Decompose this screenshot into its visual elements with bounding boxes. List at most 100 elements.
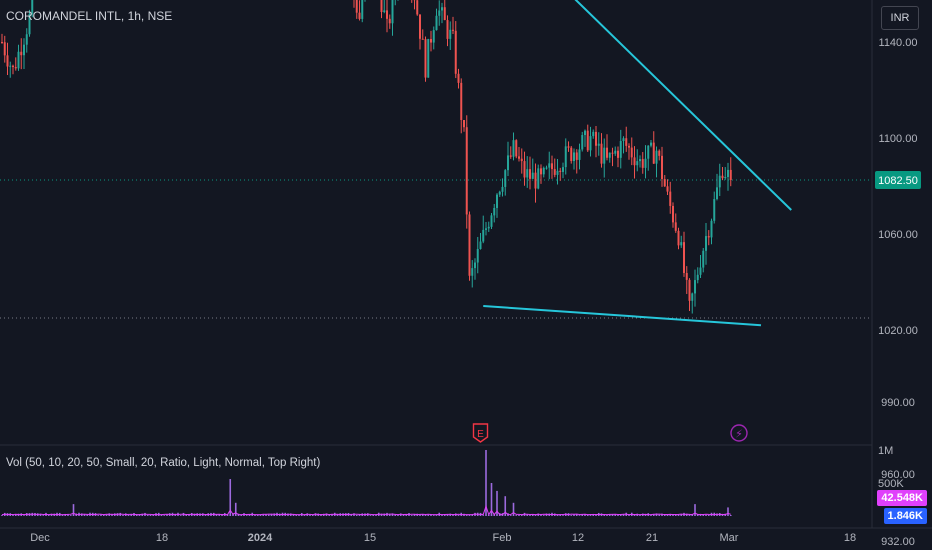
candle-body	[666, 186, 669, 192]
candle-body	[388, 18, 391, 24]
candle-body	[589, 136, 592, 151]
event-markers[interactable]: E ⚡	[472, 423, 748, 443]
dividend-icon[interactable]: ⚡	[730, 424, 748, 442]
lower-trendline[interactable]	[483, 305, 762, 327]
trendlines[interactable]	[299, 0, 792, 327]
candle-body	[487, 226, 490, 229]
candle-body	[471, 268, 474, 276]
candle-body	[424, 39, 427, 78]
candle-body	[592, 131, 595, 137]
candle-body	[581, 135, 584, 150]
upper-trendline[interactable]	[299, 0, 792, 211]
candle-body	[25, 34, 28, 45]
volume-axis: 1M 500K	[878, 445, 904, 490]
volume-average-line	[1, 504, 731, 516]
volume-ratio-badge: 1.846K	[883, 508, 927, 524]
candle-body	[707, 236, 710, 238]
candle-body	[460, 82, 463, 121]
time-tick-label: Feb	[493, 532, 512, 544]
price-tick-label: 960.00	[881, 469, 915, 481]
candle-body	[721, 175, 724, 179]
candle-body	[663, 179, 666, 187]
candle-body	[553, 169, 556, 175]
price-tick-label: 1060.00	[878, 229, 918, 241]
candle-body	[17, 51, 20, 69]
candle-body	[504, 170, 507, 187]
candle-body	[685, 272, 688, 280]
candle-body	[496, 194, 498, 208]
candle-body	[515, 140, 518, 157]
candle-body	[705, 236, 707, 251]
volume-indicator-title[interactable]: Vol (50, 10, 20, 50, Small, 20, Ratio, L…	[6, 457, 321, 469]
price-axis[interactable]: 1320.001280.001230.001180.001140.001100.…	[875, 0, 921, 548]
candle-body	[608, 152, 611, 158]
candle-body	[625, 138, 628, 146]
candle-body	[501, 186, 504, 192]
candle-body	[691, 293, 694, 301]
candle-body	[380, 0, 383, 12]
candle-body	[490, 215, 493, 227]
candle-body	[526, 169, 529, 178]
candle-body	[465, 127, 468, 215]
candle-body	[432, 30, 435, 43]
candle-body	[644, 158, 647, 168]
candle-body	[597, 143, 600, 146]
candle-body	[570, 147, 573, 162]
earnings-icon-label: E	[477, 429, 484, 440]
candle-body	[617, 150, 619, 158]
candle-body	[724, 177, 727, 179]
candle-body	[677, 230, 680, 246]
candle-body	[443, 7, 446, 21]
candle-body	[562, 167, 564, 172]
candle-body	[696, 274, 699, 281]
candle-body	[600, 143, 603, 164]
candle-body	[474, 262, 476, 269]
candle-body	[542, 167, 545, 175]
candle-body	[427, 39, 430, 78]
candle-body	[639, 159, 641, 162]
time-axis[interactable]: Dec 18 2024 15 Feb 12 21 Mar 18	[30, 532, 856, 544]
candle-body	[702, 250, 705, 268]
time-tick-label: 15	[364, 532, 376, 544]
price-tick-label: 932.00	[881, 536, 915, 548]
candle-body	[729, 169, 732, 180]
candle-body	[391, 0, 394, 24]
candle-body	[23, 44, 25, 56]
candle-body	[358, 12, 361, 19]
candle-body	[614, 150, 617, 154]
candle-body	[710, 220, 713, 238]
candle-body	[361, 0, 364, 19]
candle-body	[567, 146, 570, 148]
chart-title: COROMANDEL INTL, 1h, NSE	[6, 9, 173, 23]
candle-body	[435, 15, 438, 31]
candle-body	[559, 170, 562, 172]
dividend-icon-label: ⚡	[735, 428, 743, 441]
candles	[1, 0, 732, 314]
candle-body	[669, 191, 672, 206]
candle-body	[529, 169, 531, 179]
candle-body	[383, 10, 386, 12]
candle-body	[507, 155, 509, 171]
candle-body	[498, 191, 501, 195]
candle-body	[661, 155, 663, 180]
price-tick-label: 1140.00	[879, 37, 918, 49]
time-tick-label: 2024	[248, 532, 273, 544]
candle-body	[479, 241, 482, 249]
candle-body	[14, 67, 17, 69]
candle-body	[534, 172, 537, 189]
candle-body	[674, 222, 677, 231]
candle-body	[713, 199, 716, 221]
candle-body	[430, 39, 432, 43]
candle-body	[468, 214, 471, 276]
candle-body	[650, 142, 652, 146]
candle-body	[540, 168, 542, 175]
candle-body	[578, 149, 581, 160]
candle-body	[518, 156, 520, 159]
candle-body	[441, 7, 443, 11]
candle-body	[694, 280, 696, 294]
candle-body	[476, 248, 479, 263]
earnings-icon[interactable]: E	[472, 423, 489, 443]
currency-button[interactable]: INR	[881, 6, 919, 30]
volume-tick-label: 1M	[878, 445, 893, 457]
